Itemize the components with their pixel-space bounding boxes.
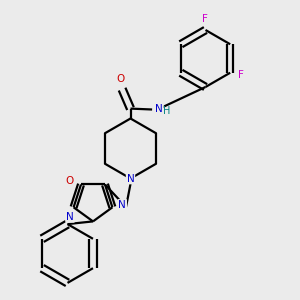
- Text: O: O: [117, 74, 125, 84]
- Text: N: N: [118, 200, 126, 210]
- Text: H: H: [163, 106, 170, 116]
- Text: O: O: [65, 176, 74, 186]
- Text: N: N: [66, 212, 74, 222]
- Text: F: F: [202, 14, 208, 24]
- Text: F: F: [238, 70, 244, 80]
- Text: N: N: [155, 104, 163, 115]
- Text: N: N: [127, 173, 134, 184]
